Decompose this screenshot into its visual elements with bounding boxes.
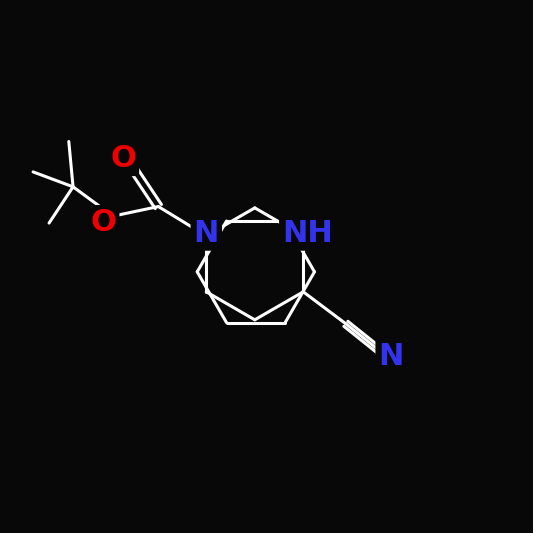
Text: N: N: [193, 219, 219, 248]
Text: NH: NH: [282, 219, 333, 248]
Text: O: O: [91, 208, 116, 237]
Text: O: O: [110, 144, 136, 173]
Text: N: N: [378, 342, 404, 372]
